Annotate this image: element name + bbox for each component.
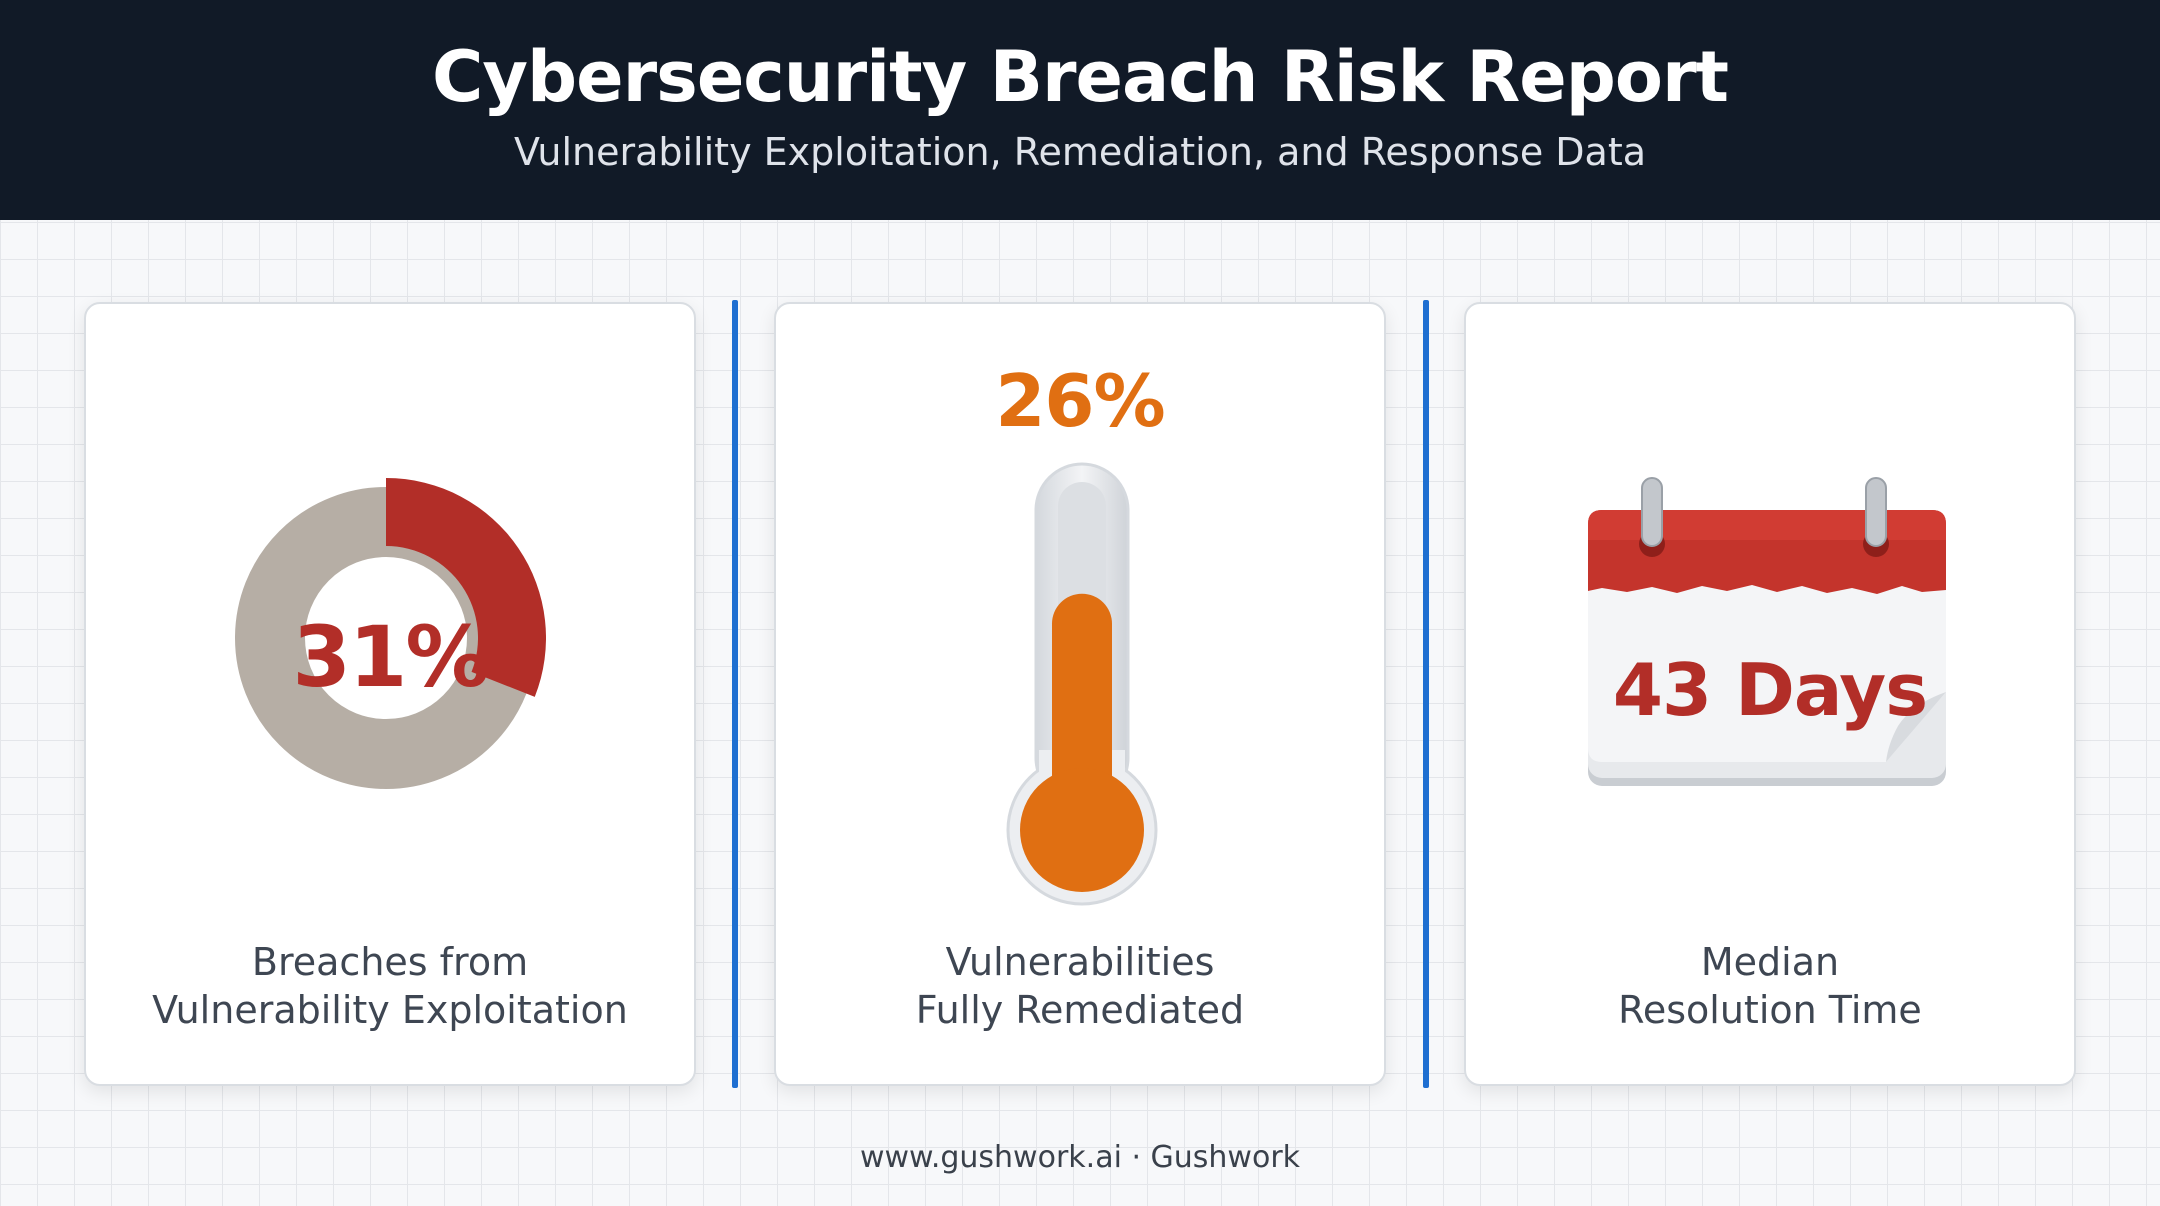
stat-label: Vulnerabilities Fully Remediated <box>776 938 1384 1034</box>
stat-label-line2: Resolution Time <box>1618 988 1922 1032</box>
stat-label: Median Resolution Time <box>1466 938 2074 1034</box>
divider <box>1423 300 1429 1088</box>
stat-label-line2: Vulnerability Exploitation <box>152 988 628 1032</box>
stat-label: Breaches from Vulnerability Exploitation <box>86 938 694 1034</box>
stat-card-remediated: 26% Vulnerabilities Fully Remediated <box>774 302 1386 1086</box>
report-header: Cybersecurity Breach Risk Report Vulnera… <box>0 0 2160 220</box>
calendar-icon <box>1588 477 1946 786</box>
stat-label-line1: Breaches from <box>251 940 529 984</box>
thermometer-icon <box>1006 462 1158 906</box>
stat-label-line1: Median <box>1700 940 1840 984</box>
divider <box>732 300 738 1088</box>
stat-value: 43 Days <box>1612 648 1928 732</box>
thermometer-bulb <box>1020 768 1144 892</box>
stat-label-line2: Fully Remediated <box>915 988 1245 1032</box>
page-title: Cybersecurity Breach Risk Report <box>432 36 1729 118</box>
footer-credit: www.gushwork.ai · Gushwork <box>859 1140 1301 1175</box>
stat-value: 26% <box>995 359 1165 443</box>
stat-card-breaches: 31% Breaches from Vulnerability Exploita… <box>84 302 696 1086</box>
stat-value: 31% <box>292 608 489 706</box>
page-subtitle: Vulnerability Exploitation, Remediation,… <box>513 130 1647 174</box>
stat-card-resolution: 43 Days Median Resolution Time <box>1464 302 2076 1086</box>
stat-label-line1: Vulnerabilities <box>945 940 1215 984</box>
donut-chart-icon <box>235 478 546 789</box>
donut-segment <box>386 478 546 697</box>
